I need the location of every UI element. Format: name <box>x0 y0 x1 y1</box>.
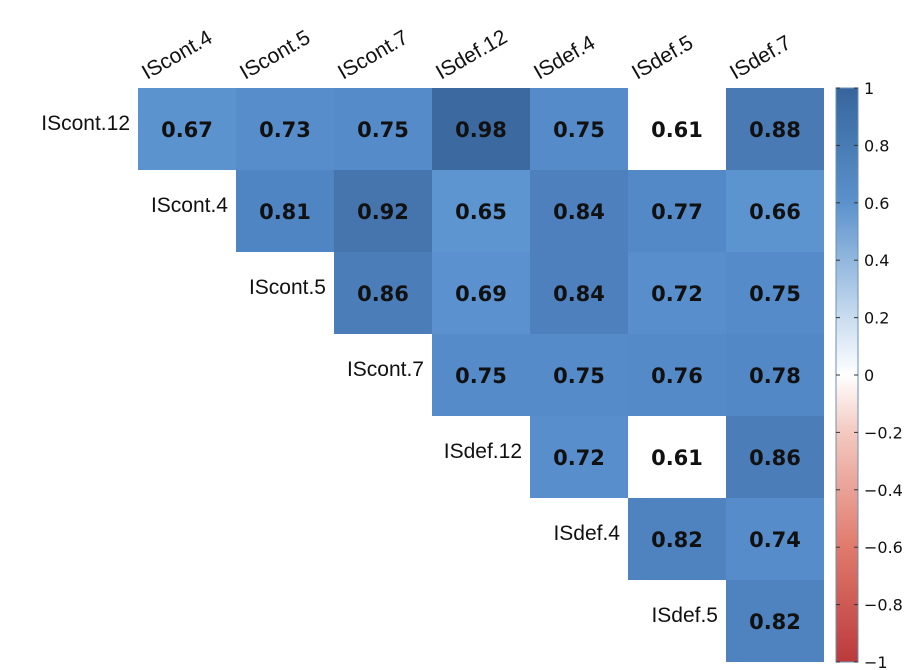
heatmap-cell <box>530 88 628 170</box>
heatmap-cell <box>530 252 628 334</box>
cell-value-label: 0.74 <box>749 528 801 552</box>
column-label: IScont.5 <box>236 26 314 84</box>
heatmap-cell <box>628 498 726 580</box>
row-label: IScont.4 <box>151 194 228 217</box>
cell-value-label: 0.75 <box>357 118 409 142</box>
heatmap-cell <box>530 416 628 498</box>
cell-value-label: 0.72 <box>651 282 703 306</box>
color-scale-legend: 1 0.8 0.6 0.4 0.2 0 −0.2 −0.4 −0.6 −0.8 −1 <box>835 79 903 670</box>
heatmap-cell <box>432 170 530 252</box>
cell-value-label: 0.86 <box>749 446 801 470</box>
cell-value-label: 0.75 <box>749 282 801 306</box>
row-label: IScont.7 <box>347 358 424 381</box>
cell-value-label: 0.75 <box>553 118 605 142</box>
cell-value-label: 0.78 <box>749 364 801 388</box>
cell-value-label: 0.67 <box>161 118 213 142</box>
cell-value-label: 0.81 <box>259 200 311 224</box>
heatmap-cell <box>432 252 530 334</box>
cell-value-label: 0.66 <box>749 200 801 224</box>
cell-value-label: 0.75 <box>455 364 507 388</box>
heatmap-cell <box>726 170 824 252</box>
heatmap-cell <box>726 498 824 580</box>
column-labels: IScont.4 IScont.5 IScont.7 ISdef.12 ISdef.4 I… <box>138 25 795 84</box>
cell-value-label: 0.76 <box>651 364 703 388</box>
row-label: ISdef.4 <box>553 522 620 545</box>
heatmap-cell <box>628 416 726 498</box>
color-scale-tick-label: 0.8 <box>864 136 889 155</box>
heatmap-cell <box>530 170 628 252</box>
column-label: ISdef.7 <box>726 31 795 84</box>
cell-value-label: 0.61 <box>651 446 703 470</box>
heatmap-cell <box>138 88 236 170</box>
color-scale-tick-label: 0 <box>864 366 874 385</box>
cell-value-label: 0.75 <box>553 364 605 388</box>
color-scale-tick-label: −0.6 <box>864 538 903 557</box>
heatmap-cell <box>236 88 334 170</box>
color-scale-tick-label: −0.2 <box>864 423 903 442</box>
heatmap-cell <box>334 170 432 252</box>
column-label: ISdef.5 <box>628 31 697 84</box>
cell-value-label: 0.69 <box>455 282 507 306</box>
heatmap-cell <box>726 580 824 662</box>
heatmap-cell <box>334 88 432 170</box>
heatmap-cell <box>236 170 334 252</box>
cell-value-label: 0.84 <box>553 282 605 306</box>
cell-value-label: 0.82 <box>651 528 703 552</box>
heatmap-cell <box>726 416 824 498</box>
heatmap-cell <box>530 334 628 416</box>
heatmap-cell <box>726 252 824 334</box>
heatmap-cells: 0.67 0.73 0.75 0.98 0.75 0.61 0.88 0.81 0.92 0.65… <box>138 88 824 662</box>
cell-value-label: 0.92 <box>357 200 409 224</box>
color-scale-tick-label: 0.6 <box>864 194 889 213</box>
heatmap-cell <box>628 170 726 252</box>
column-label: ISdef.12 <box>432 25 511 84</box>
cell-value-label: 0.77 <box>651 200 703 224</box>
row-labels: IScont.12 IScont.4 IScont.5 IScont.7 ISdef.1… <box>41 112 718 627</box>
column-label: ISdef.4 <box>530 31 599 84</box>
heatmap-cell <box>726 334 824 416</box>
cell-value-label: 0.88 <box>749 118 801 142</box>
column-label: IScont.7 <box>334 26 412 84</box>
row-label: IScont.5 <box>249 276 326 299</box>
cell-value-label: 0.65 <box>455 200 507 224</box>
row-label: ISdef.5 <box>651 604 718 627</box>
cell-value-label: 0.72 <box>553 446 605 470</box>
color-scale-ticks: 1 0.8 0.6 0.4 0.2 0 −0.2 −0.4 −0.6 −0.8 −1 <box>836 79 903 670</box>
heatmap-cell <box>628 252 726 334</box>
column-label: IScont.4 <box>138 26 217 85</box>
heatmap-cell <box>628 334 726 416</box>
cell-value-label: 0.73 <box>259 118 311 142</box>
color-scale-tick-label: −0.4 <box>864 481 903 500</box>
color-scale-tick-label: 0.2 <box>864 309 889 328</box>
heatmap-cell <box>432 334 530 416</box>
color-scale-tick-label: −0.8 <box>864 596 903 615</box>
heatmap-cell <box>334 252 432 334</box>
cell-value-label: 0.86 <box>357 282 409 306</box>
row-label: IScont.12 <box>41 112 130 135</box>
cell-value-label: 0.84 <box>553 200 605 224</box>
cell-value-label: 0.82 <box>749 610 801 634</box>
color-scale-tick-label: 0.4 <box>864 251 889 270</box>
heatmap-cell <box>726 88 824 170</box>
cell-value-label: 0.98 <box>455 118 507 142</box>
heatmap-cell <box>432 88 530 170</box>
heatmap-cell <box>628 88 726 170</box>
cell-value-label: 0.61 <box>651 118 703 142</box>
color-scale-tick-label: 1 <box>864 79 874 98</box>
row-label: ISdef.12 <box>444 440 522 463</box>
color-scale-tick-label: −1 <box>864 653 888 670</box>
